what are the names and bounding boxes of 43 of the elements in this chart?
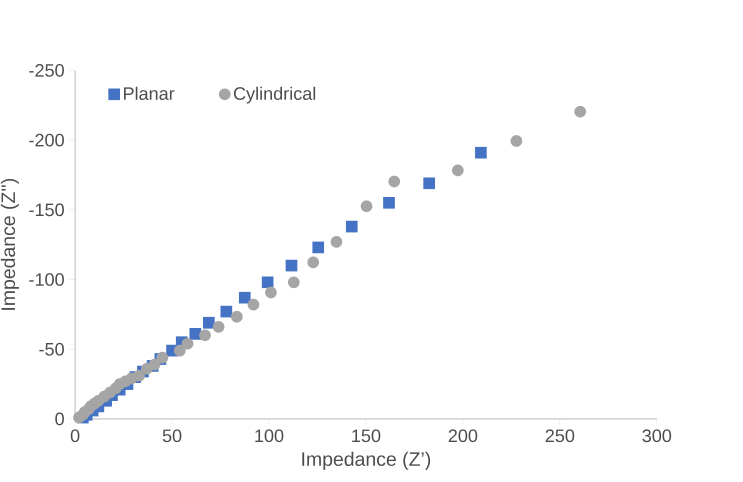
point [360,200,372,212]
y-tick-label: -150 [29,203,64,216]
point [383,196,395,209]
point [262,276,274,288]
point [330,236,342,248]
x-tick-label: 300 [642,429,672,442]
x-axis-title: Impedance (Z’) [302,452,430,470]
point [230,310,243,322]
point [307,256,320,268]
point [182,338,194,350]
x-tick-label: 250 [546,429,574,442]
point [174,344,186,356]
x-tick-label: 0 [70,429,80,442]
point [452,164,464,176]
y-axis-title: Impedance (Z'') [0,178,19,310]
y-tick-label: 0 [55,412,64,426]
point [346,220,358,232]
x-tick-label: 100 [255,429,284,442]
y-tick-label: -250 [29,64,64,77]
point [388,176,400,188]
point [203,316,215,328]
point [312,242,324,254]
y-tick-label: -50 [39,342,64,356]
point [265,286,277,298]
point [288,276,300,288]
point [220,306,232,318]
x-tick-label: 150 [352,429,380,442]
point [248,298,260,310]
point [574,106,586,118]
y-tick-label: -200 [29,134,64,146]
x-tick-label: 200 [448,429,478,442]
point [212,321,224,333]
point [286,260,298,272]
point [133,370,145,382]
legend-label: Planar [124,86,174,100]
point [423,177,435,190]
legend-label: Cylindrical [234,86,316,104]
point [510,135,522,147]
point [238,292,251,304]
point [475,146,487,158]
x-tick-label: 50 [162,429,182,442]
point [199,329,211,342]
y-tick-label: -100 [29,273,64,286]
